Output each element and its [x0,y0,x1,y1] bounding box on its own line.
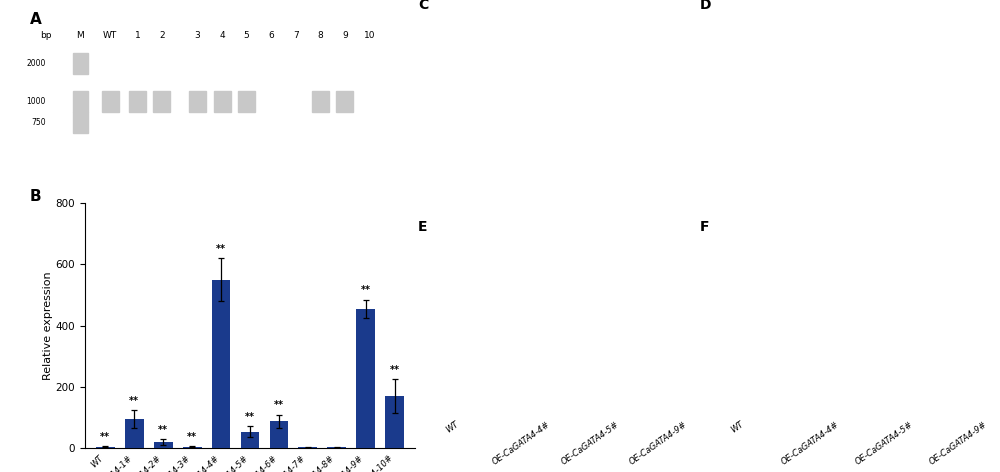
Text: C: C [418,0,428,12]
Text: 5: 5 [244,31,249,40]
Text: **: ** [216,244,226,254]
Text: OE-CaGATA4-4#: OE-CaGATA4-4# [780,420,841,467]
Bar [270,421,288,448]
Text: F: F [700,219,710,234]
Text: 3: 3 [195,31,200,40]
Text: WT: WT [103,31,117,40]
Bar [153,91,170,112]
Text: **: ** [361,285,371,295]
Text: 7: 7 [293,31,299,40]
Text: 8: 8 [317,31,323,40]
Bar [241,431,259,448]
Text: OE-CaGATA4-5#: OE-CaGATA4-5# [854,420,915,467]
Text: 1cm: 1cm [646,205,666,214]
Text: 2: 2 [159,31,165,40]
Text: 9: 9 [342,31,348,40]
Text: 4: 4 [219,31,225,40]
Bar [129,91,146,112]
Bar [73,112,88,133]
Text: WT: WT [444,420,460,435]
Bar [125,419,144,448]
Text: **: ** [187,432,197,442]
Text: **: ** [158,425,168,435]
Text: 10: 10 [364,31,375,40]
Text: M: M [76,31,84,40]
Bar [214,91,231,112]
Text: D: D [700,0,712,12]
Text: bp: bp [40,31,52,40]
Text: 2000: 2000 [27,59,46,67]
Bar [212,279,230,448]
Text: WT: WT [729,420,745,435]
Text: 750: 750 [31,118,46,127]
Text: 2cm: 2cm [646,384,666,393]
Text: OE-CaGATA4-4#: OE-CaGATA4-4# [491,420,552,467]
Text: **: ** [129,396,139,406]
Text: A: A [30,12,42,27]
Text: B: B [30,189,42,204]
Bar [73,52,88,74]
Text: **: ** [390,365,400,375]
Text: 1cm: 1cm [945,205,965,214]
Bar [96,447,115,448]
Text: 2cm: 2cm [945,384,965,393]
Bar [336,91,353,112]
Bar [154,442,173,448]
Bar [238,91,255,112]
Text: **: ** [245,412,255,421]
Text: OE-CaGATA4-9#: OE-CaGATA4-9# [628,420,689,467]
Text: OE-CaGATA4-9#: OE-CaGATA4-9# [928,420,989,467]
Text: OE-CaGATA4-5#: OE-CaGATA4-5# [559,420,620,467]
Text: **: ** [274,400,284,410]
Text: 6: 6 [268,31,274,40]
Bar [312,91,329,112]
Bar [73,91,88,112]
Text: 1: 1 [135,31,140,40]
Bar [298,447,317,448]
Bar [356,309,375,448]
Bar [183,447,202,448]
Bar [102,91,119,112]
Text: 1000: 1000 [27,97,46,106]
Bar [327,447,346,448]
Bar [385,396,404,448]
Text: E: E [418,219,428,234]
Bar [189,91,206,112]
Y-axis label: Relative expression: Relative expression [43,271,53,380]
Text: **: ** [100,432,110,442]
